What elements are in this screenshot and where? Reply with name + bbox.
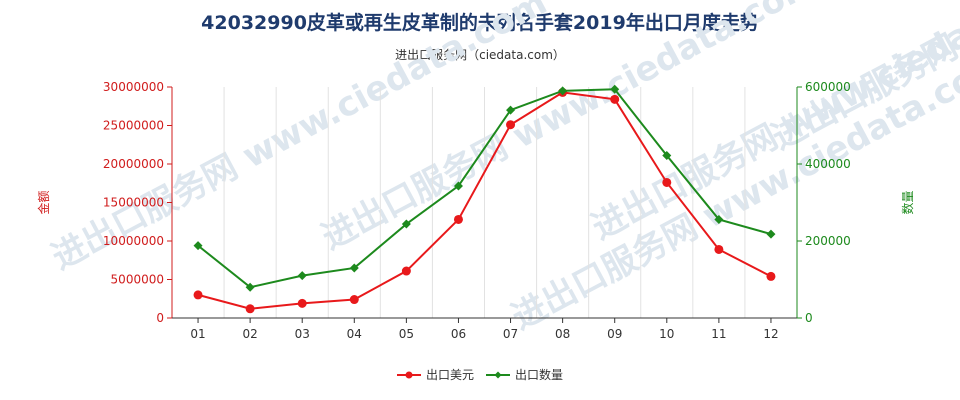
x-tick-label-5: 06 — [451, 327, 466, 341]
axes: 0 5000000 10000000 15000000 20000000 25000000… — [36, 80, 915, 341]
series-2-point-10 — [662, 151, 672, 161]
x-tick-label-10: 11 — [711, 327, 726, 341]
right-axis-label: 数量 — [900, 190, 915, 214]
legend: 出口美元 出口数量 — [397, 367, 563, 382]
left-tick-label-0: 0 — [156, 311, 164, 325]
series-2-point-4 — [349, 263, 359, 273]
right-tick-label-3: 600000 — [805, 80, 851, 94]
series-line-1 — [197, 91, 772, 310]
series-2-point-1 — [193, 241, 203, 251]
x-tick-label-1: 02 — [242, 327, 257, 341]
legend-label-2: 出口数量 — [515, 367, 563, 382]
series-2-point-5 — [401, 219, 411, 229]
series-1-point-4 — [349, 295, 359, 305]
x-tick-label-4: 05 — [399, 327, 414, 341]
series-2-point-12 — [766, 229, 776, 239]
right-tick-label-1: 200000 — [805, 234, 851, 248]
left-tick-label-6: 30000000 — [103, 80, 164, 94]
series-1-point-1 — [193, 290, 203, 300]
series-1-point-12 — [766, 271, 776, 281]
left-tick-label-4: 20000000 — [103, 157, 164, 171]
series-2-point-6 — [453, 181, 463, 191]
series-1-point-2 — [245, 304, 255, 314]
chart-title: 42032990皮革或再生皮革制的未列名手套2019年出口月度走势 — [201, 12, 759, 34]
left-tick-label-5: 25000000 — [103, 119, 164, 133]
series-2-point-9 — [610, 84, 620, 94]
x-tick-label-8: 09 — [607, 327, 622, 341]
legend-label-1: 出口美元 — [426, 368, 474, 382]
series-2-point-11 — [714, 214, 724, 224]
x-tick-label-3: 04 — [347, 327, 362, 341]
left-tick-label-2: 10000000 — [103, 234, 164, 248]
x-tick-label-2: 03 — [295, 327, 310, 341]
x-tick-label-11: 12 — [763, 327, 778, 341]
x-tick-label-0: 01 — [190, 327, 205, 341]
left-tick-label-3: 15000000 — [103, 196, 164, 210]
series-2-point-2 — [245, 282, 255, 292]
series-1-point-9 — [610, 94, 620, 104]
x-tick-label-6: 07 — [503, 327, 518, 341]
series-layer — [193, 84, 776, 314]
chart-subtitle: 进出口服务网（ciedata.com） — [395, 48, 565, 62]
x-tick-label-7: 08 — [555, 327, 570, 341]
series-1-point-6 — [453, 214, 463, 224]
series-1-point-11 — [714, 244, 724, 254]
series-line-2 — [197, 88, 772, 289]
series-1-point-10 — [662, 177, 672, 187]
left-tick-label-1: 5000000 — [111, 273, 164, 287]
series-1-point-7 — [506, 120, 516, 130]
left-axis-label: 金额 — [36, 190, 51, 214]
legend-marker-1 — [405, 371, 413, 379]
series-2-point-8 — [558, 86, 568, 96]
series-2-point-3 — [297, 271, 307, 281]
series-1-point-5 — [401, 266, 411, 276]
series-2-point-7 — [506, 105, 516, 115]
legend-marker-2 — [494, 371, 502, 379]
right-tick-label-0: 0 — [805, 311, 813, 325]
x-tick-label-9: 10 — [659, 327, 674, 341]
series-1-point-3 — [297, 298, 307, 308]
right-tick-label-2: 400000 — [805, 157, 851, 171]
